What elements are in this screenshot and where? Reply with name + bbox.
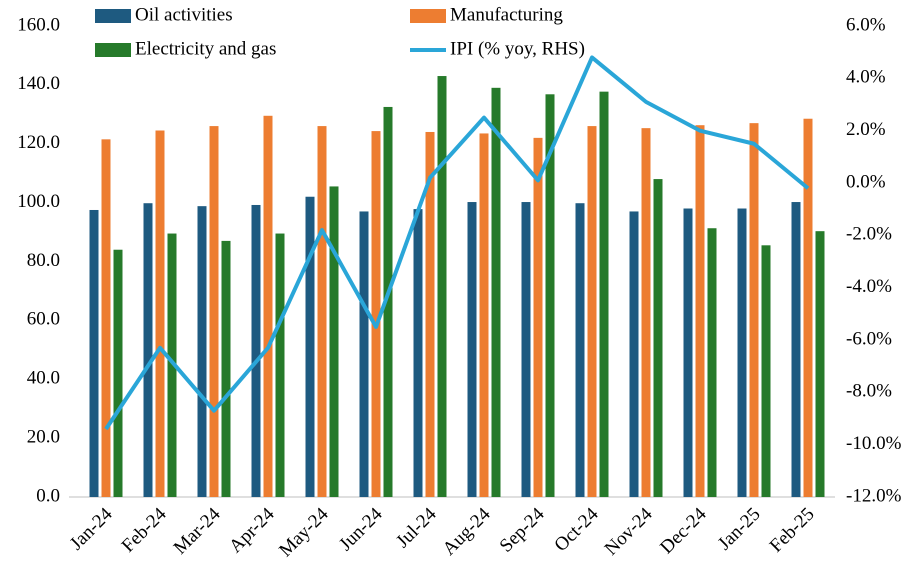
legend-swatch	[95, 43, 131, 57]
bar	[113, 249, 123, 497]
legend-label: Oil activities	[135, 4, 233, 25]
y2-tick-label: -8.0%	[846, 381, 892, 402]
x-tick-label: Jan-25	[714, 504, 765, 555]
bar	[383, 106, 393, 497]
bar	[197, 206, 207, 497]
bar	[791, 202, 801, 497]
bar	[737, 208, 747, 497]
bar	[221, 240, 231, 498]
bar	[629, 211, 639, 498]
y-tick-label: 40.0	[27, 368, 60, 389]
y-tick-label: 140.0	[17, 73, 60, 94]
y-tick-label: 60.0	[27, 309, 60, 330]
bar	[761, 245, 771, 497]
bar	[329, 186, 339, 497]
y2-tick-label: -6.0%	[846, 328, 892, 349]
bar	[167, 233, 177, 498]
bar	[695, 125, 705, 497]
y2-tick-label: -10.0%	[846, 433, 902, 454]
bar	[467, 202, 477, 497]
bar	[653, 179, 663, 497]
bar	[359, 211, 369, 498]
bar	[437, 76, 447, 497]
y-tick-label: 100.0	[17, 191, 60, 212]
bar	[371, 131, 381, 498]
legend-swatch	[410, 9, 446, 23]
x-tick-label: Feb-25	[766, 504, 819, 557]
bar	[521, 202, 531, 497]
y2-tick-label: 0.0%	[846, 171, 886, 192]
bar	[545, 94, 555, 498]
bar	[317, 126, 327, 498]
bar	[815, 231, 825, 497]
x-tick-label: Sep-24	[496, 503, 549, 556]
bar	[803, 118, 813, 498]
y2-tick-label: 2.0%	[846, 119, 886, 140]
y-tick-label: 80.0	[27, 250, 60, 271]
bar	[101, 139, 111, 497]
x-tick-label: Apr-24	[225, 503, 279, 557]
x-tick-label: Oct-24	[550, 503, 603, 556]
legend-swatch	[95, 9, 131, 23]
y2-tick-label: -2.0%	[846, 224, 892, 245]
y2-tick-label: -12.0%	[846, 485, 902, 506]
x-tick-label: Jun-24	[335, 503, 387, 555]
x-tick-label: Nov-24	[601, 503, 657, 559]
y2-tick-label: -4.0%	[846, 276, 892, 297]
y-tick-label: 120.0	[17, 132, 60, 153]
bar	[491, 87, 501, 497]
bar	[533, 137, 543, 498]
bar	[251, 204, 261, 498]
x-tick-label: May-24	[275, 503, 333, 561]
x-tick-label: Feb-24	[118, 503, 171, 556]
bar	[305, 196, 315, 498]
bar	[209, 126, 219, 498]
bar	[599, 91, 609, 497]
x-tick-label: Mar-24	[170, 503, 225, 558]
bar	[641, 128, 651, 497]
y-tick-label: 20.0	[27, 426, 60, 447]
y2-tick-label: 4.0%	[846, 67, 886, 88]
bar	[683, 208, 693, 497]
bar	[479, 133, 489, 497]
legend-label: IPI (% yoy, RHS)	[450, 38, 585, 59]
bar	[275, 233, 285, 498]
legend-label: Manufacturing	[450, 4, 563, 25]
bar	[263, 115, 273, 498]
bar	[413, 209, 423, 497]
bar	[707, 228, 717, 497]
y-tick-label: 0.0	[36, 485, 60, 506]
bar	[587, 126, 597, 498]
x-tick-label: Jul-24	[392, 503, 441, 552]
bar	[575, 203, 585, 497]
bar	[143, 203, 153, 497]
x-tick-label: Dec-24	[656, 503, 711, 558]
y2-tick-label: 6.0%	[846, 14, 886, 35]
bar	[749, 123, 759, 498]
bar	[89, 209, 99, 497]
y-tick-label: 160.0	[17, 14, 60, 35]
line	[104, 55, 810, 431]
x-tick-label: Jan-24	[66, 503, 117, 554]
x-tick-label: Aug-24	[439, 503, 495, 559]
bar	[425, 131, 435, 497]
legend-label: Electricity and gas	[135, 38, 276, 59]
bar	[155, 130, 165, 498]
